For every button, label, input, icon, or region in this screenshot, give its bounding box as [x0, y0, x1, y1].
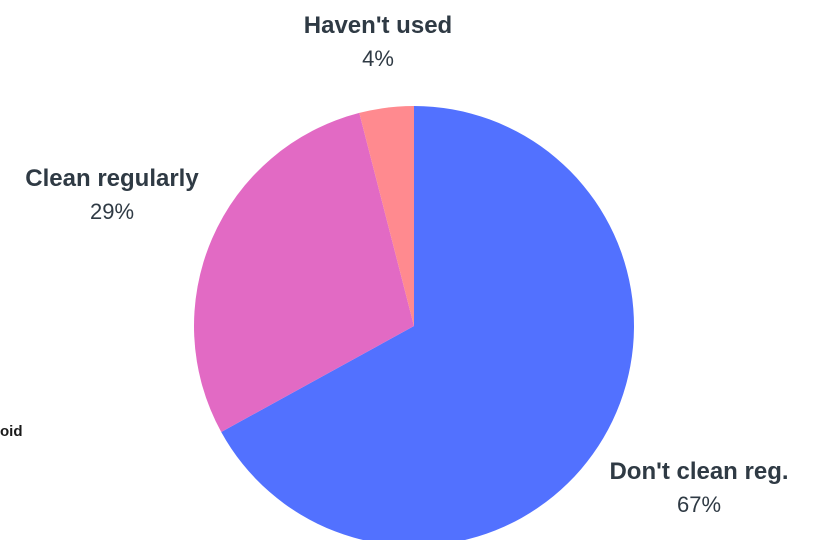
- slice-label-dont-clean: Don't clean reg. 67%: [594, 458, 804, 520]
- slice-label-havent-used: Haven't used 4%: [278, 12, 478, 74]
- slice-label-clean-regularly: Clean regularly 29%: [6, 165, 218, 227]
- slice-percent: 29%: [89, 199, 135, 224]
- pie-slice-clean-regularly: [193, 112, 414, 432]
- pie-slice-dont-clean: [221, 106, 635, 540]
- slice-name: Clean regularly: [25, 165, 199, 192]
- slice-name: Haven't used: [303, 12, 453, 39]
- slice-percent: 4%: [362, 46, 394, 71]
- slice-percent: 67%: [676, 492, 722, 517]
- slice-name: Don't clean reg.: [609, 458, 789, 485]
- pie-slice-havent-used: [359, 106, 414, 326]
- truncated-side-text: oid: [0, 423, 23, 440]
